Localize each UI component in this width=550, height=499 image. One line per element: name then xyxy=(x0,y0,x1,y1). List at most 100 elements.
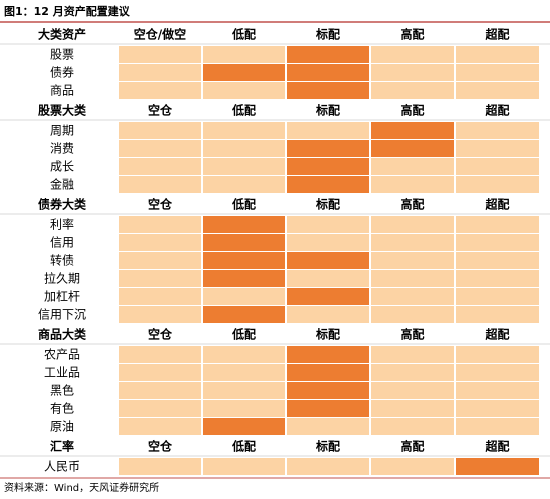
allocation-cell xyxy=(203,82,285,99)
allocation-cell xyxy=(371,306,454,323)
section-header-cell: 标配 xyxy=(315,439,340,454)
section-header-cell: 标配 xyxy=(315,197,340,212)
allocation-cell xyxy=(119,46,201,63)
section-header-cell: 标配 xyxy=(315,27,340,42)
allocation-cell xyxy=(203,364,285,381)
section-header-cell: 股票大类 xyxy=(38,103,87,118)
section-header-cell: 低配 xyxy=(231,439,256,454)
section-header-cell: 高配 xyxy=(400,197,424,212)
allocation-cell xyxy=(119,176,201,193)
allocation-cell xyxy=(287,64,369,81)
section-header-cell: 高配 xyxy=(400,103,424,118)
allocation-cell xyxy=(119,270,201,287)
allocation-cell xyxy=(119,252,201,269)
allocation-cell xyxy=(119,400,201,417)
allocation-cell xyxy=(371,400,454,417)
section-header-cell: 标配 xyxy=(315,103,340,118)
allocation-cell xyxy=(371,364,454,381)
allocation-cell xyxy=(456,346,539,363)
section-header-cell: 大类资产 xyxy=(38,27,86,42)
allocation-cell xyxy=(371,418,454,435)
allocation-cell xyxy=(456,234,539,251)
allocation-cell xyxy=(287,176,369,193)
allocation-cell xyxy=(371,158,454,175)
allocation-cell xyxy=(119,234,201,251)
allocation-cell xyxy=(119,306,201,323)
allocation-cell xyxy=(287,140,369,157)
section-header-cell: 高配 xyxy=(400,439,424,454)
row-label: 信用 xyxy=(50,236,74,250)
section-header-cell: 汇率 xyxy=(50,439,74,454)
allocation-cell xyxy=(119,346,201,363)
allocation-cell xyxy=(203,216,285,233)
row-label: 转债 xyxy=(50,253,74,268)
section-header-cell: 债券大类 xyxy=(38,197,87,212)
allocation-cell xyxy=(456,252,539,269)
footer-source: 资料来源：Wind，天风证券研究所 xyxy=(4,481,159,494)
allocation-cell xyxy=(371,122,454,139)
allocation-cell xyxy=(203,306,285,323)
row-label: 原油 xyxy=(50,420,74,434)
allocation-cell xyxy=(203,252,285,269)
allocation-cell xyxy=(203,122,285,139)
allocation-cell xyxy=(119,288,201,305)
allocation-cell xyxy=(287,46,369,63)
allocation-cell xyxy=(287,364,369,381)
section-header-cell: 高配 xyxy=(400,27,424,42)
row-label: 商品 xyxy=(50,83,74,98)
section-header-cell: 空仓 xyxy=(148,103,173,118)
allocation-cell xyxy=(456,216,539,233)
row-label: 加杠杆 xyxy=(44,289,80,304)
allocation-cell xyxy=(203,176,285,193)
section-header-cell: 商品大类 xyxy=(38,327,87,342)
allocation-cell xyxy=(371,234,454,251)
row-label: 股票 xyxy=(50,48,74,62)
allocation-cell xyxy=(119,158,201,175)
row-label: 信用下沉 xyxy=(38,308,86,322)
section-header-cell: 超配 xyxy=(484,27,509,42)
allocation-cell xyxy=(456,270,539,287)
row-label: 消费 xyxy=(50,142,74,156)
allocation-cell xyxy=(287,234,369,251)
allocation-cell xyxy=(456,382,539,399)
section-header-cell: 标配 xyxy=(315,327,340,342)
section-header-cell: 空仓 xyxy=(148,327,173,342)
allocation-cell xyxy=(203,346,285,363)
allocation-cell xyxy=(203,234,285,251)
allocation-cell xyxy=(119,140,201,157)
allocation-cell xyxy=(371,346,454,363)
row-label: 农产品 xyxy=(44,348,80,362)
row-label: 有色 xyxy=(50,402,74,416)
allocation-cell xyxy=(456,288,539,305)
section-header-cell: 超配 xyxy=(484,197,509,212)
allocation-cell xyxy=(287,270,369,287)
allocation-cell xyxy=(119,82,201,99)
allocation-cell xyxy=(371,216,454,233)
row-label: 成长 xyxy=(50,160,74,174)
allocation-cell xyxy=(287,382,369,399)
allocation-cell xyxy=(119,64,201,81)
section-header-cell: 低配 xyxy=(231,27,256,42)
allocation-cell xyxy=(456,158,539,175)
allocation-cell xyxy=(119,458,201,475)
allocation-cell xyxy=(287,82,369,99)
allocation-cell xyxy=(203,270,285,287)
allocation-cell xyxy=(203,158,285,175)
row-label: 周期 xyxy=(50,124,74,138)
allocation-cell xyxy=(287,346,369,363)
allocation-cell xyxy=(287,216,369,233)
section-header-cell: 低配 xyxy=(231,197,256,212)
allocation-cell xyxy=(203,46,285,63)
allocation-cell xyxy=(287,288,369,305)
allocation-cell xyxy=(371,252,454,269)
allocation-cell xyxy=(371,270,454,287)
allocation-cell xyxy=(456,458,539,475)
row-label: 工业品 xyxy=(44,366,80,380)
allocation-cell xyxy=(119,364,201,381)
allocation-cell xyxy=(371,82,454,99)
section-header-cell: 超配 xyxy=(484,439,509,454)
allocation-cell xyxy=(203,288,285,305)
allocation-cell xyxy=(371,458,454,475)
allocation-cell xyxy=(287,458,369,475)
section-header-cell: 低配 xyxy=(231,103,256,118)
